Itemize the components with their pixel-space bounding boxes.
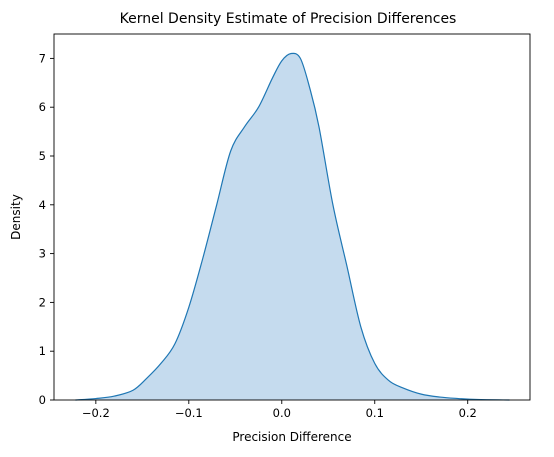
density-fill-area [75, 53, 510, 400]
x-tick-label: 0.0 [273, 406, 291, 420]
y-tick-label: 1 [39, 344, 46, 358]
y-tick-label: 6 [39, 100, 46, 114]
y-tick-label: 2 [39, 295, 46, 309]
plot-frame [53, 33, 531, 401]
chart-title: Kernel Density Estimate of Precision Dif… [120, 11, 457, 27]
x-tick-label: 0.1 [366, 406, 384, 420]
density-curve [75, 52, 510, 401]
y-tick-label: 0 [39, 393, 46, 407]
y-axis-ticks: 0 1 2 3 4 5 6 7 [39, 51, 54, 407]
y-tick-label: 5 [39, 149, 46, 163]
x-tick-label: 0.2 [459, 406, 477, 420]
y-tick-label: 4 [39, 198, 46, 212]
x-tick-label: −0.1 [175, 406, 203, 420]
y-tick-label: 7 [39, 51, 46, 65]
plot-area [75, 52, 510, 401]
y-axis-label: Density [9, 194, 23, 240]
x-axis-label: Precision Difference [232, 430, 351, 444]
x-tick-label: −0.2 [82, 406, 110, 420]
y-tick-label: 3 [39, 247, 46, 261]
x-axis-ticks: −0.2 −0.1 0.0 0.1 0.2 [82, 400, 477, 420]
